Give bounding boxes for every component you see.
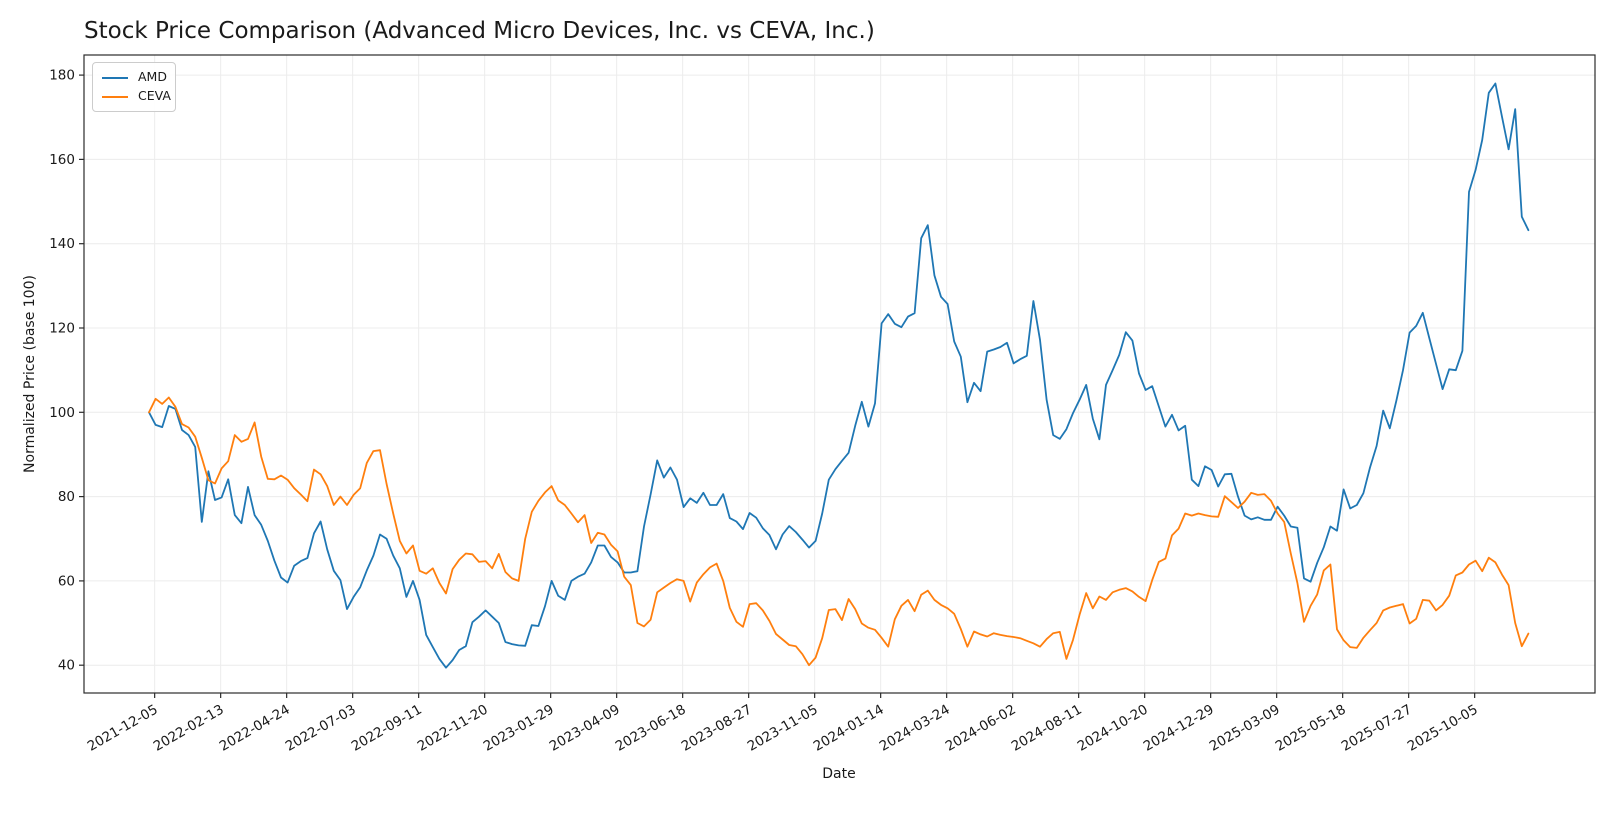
x-tick-label: 2022-09-11 [349, 702, 425, 755]
y-tick-label: 140 [49, 236, 75, 252]
legend-item-amd: AMD [102, 68, 167, 87]
y-tick-label: 80 [58, 489, 75, 505]
amd-price-line [148, 82, 1530, 669]
amd-line-swatch [102, 76, 128, 79]
x-tick-label: 2025-10-05 [1405, 702, 1481, 755]
y-tick-label: 160 [49, 152, 75, 168]
x-tick-label: 2024-12-29 [1141, 702, 1217, 755]
x-tick-label: 2022-04-24 [217, 702, 293, 755]
x-tick-label: 2023-08-27 [679, 702, 755, 755]
x-tick-label: 2025-03-09 [1207, 702, 1283, 755]
x-tick-label: 2021-12-05 [85, 702, 161, 755]
x-tick-label: 2024-01-14 [811, 702, 887, 755]
y-tick-label: 120 [49, 321, 75, 337]
x-tick-label: 2025-05-18 [1273, 702, 1349, 755]
x-axis-label: Date [822, 766, 856, 782]
x-tick-label: 2023-06-18 [613, 702, 689, 755]
x-tick-label: 2023-11-05 [745, 702, 821, 755]
legend-item-ceva: CEVA [102, 87, 171, 106]
x-tick-label: 2025-07-27 [1339, 702, 1415, 755]
x-tick-label: 2024-08-11 [1009, 702, 1085, 755]
y-tick-label: 100 [49, 405, 75, 421]
chart-title: Stock Price Comparison (Advanced Micro D… [84, 18, 875, 44]
ceva-line-swatch [102, 95, 128, 98]
axes-frame [83, 54, 1596, 694]
x-tick-label: 2024-03-24 [877, 702, 953, 755]
x-tick-label: 2022-07-03 [283, 702, 359, 755]
x-tick-label: 2024-06-02 [943, 702, 1019, 755]
x-tick-label: 2023-04-09 [547, 702, 623, 755]
legend: AMD CEVA [92, 62, 176, 112]
legend-label-ceva: CEVA [138, 88, 171, 104]
x-tick-label: 2023-01-29 [481, 702, 557, 755]
x-tick-label: 2024-10-20 [1075, 702, 1151, 755]
x-tick-label: 2022-02-13 [151, 702, 227, 755]
ceva-price-line [148, 396, 1530, 667]
y-tick-label: 60 [58, 573, 75, 589]
y-tick-label: 180 [49, 68, 75, 84]
x-tick-label: 2022-11-20 [415, 702, 491, 755]
legend-label-amd: AMD [138, 69, 167, 85]
y-tick-label: 40 [58, 658, 75, 674]
